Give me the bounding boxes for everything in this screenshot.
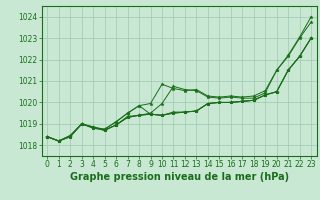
X-axis label: Graphe pression niveau de la mer (hPa): Graphe pression niveau de la mer (hPa) xyxy=(70,172,289,182)
